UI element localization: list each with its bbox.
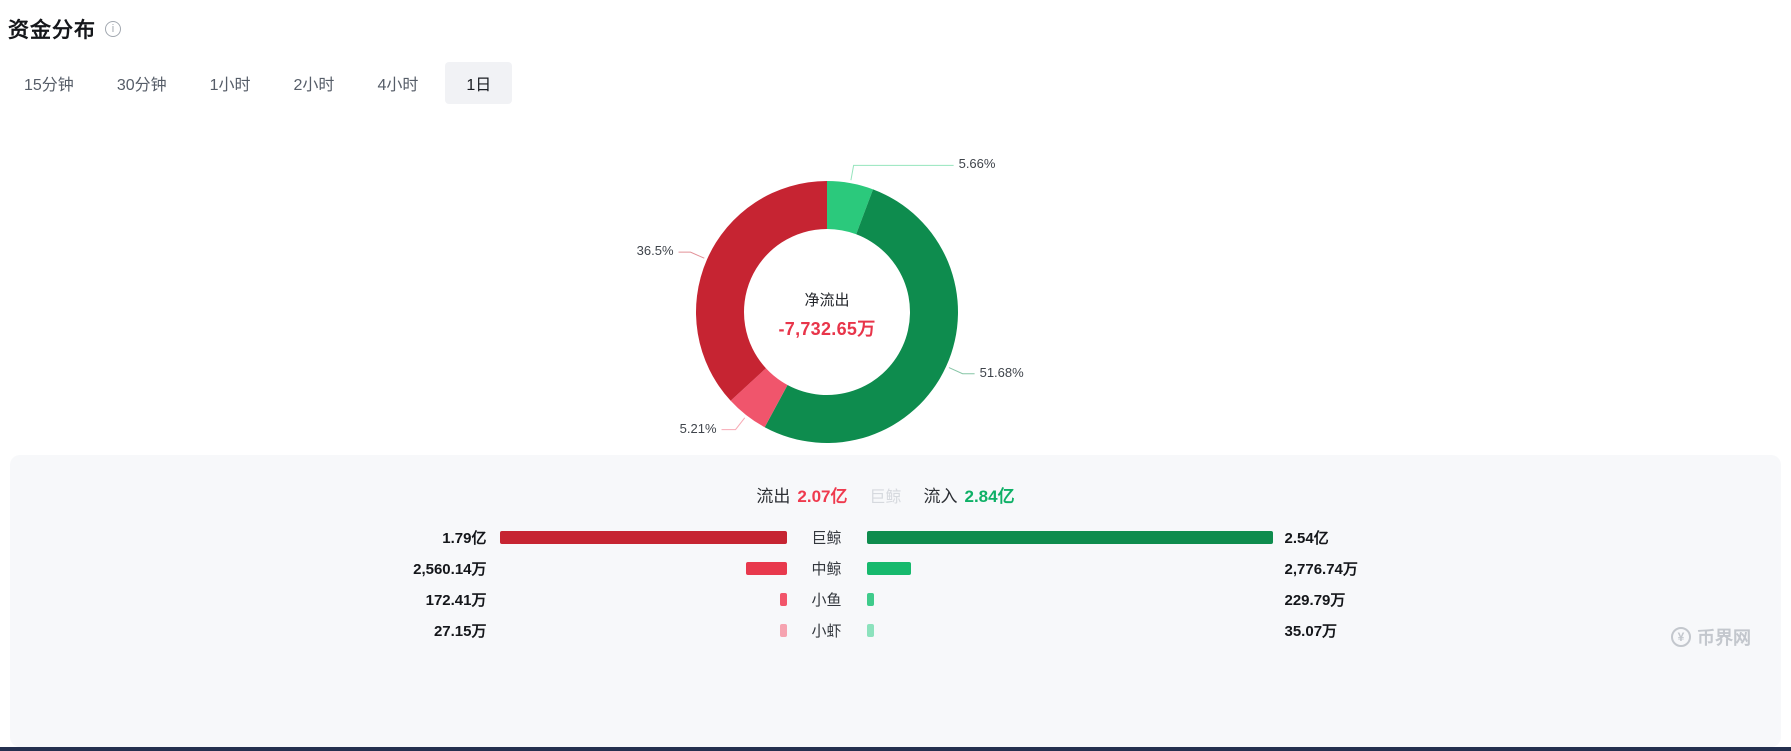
faded-category-label: 巨鲸 [869, 488, 902, 506]
category-label: 小虾 [811, 623, 842, 640]
inflow-value: 2.54亿 [1284, 530, 1329, 547]
inflow-bar[interactable] [866, 593, 874, 606]
watermark-text: 币界网 [1697, 628, 1751, 648]
table-row-whale: 1.79亿 巨鲸 2.54亿 [0, 522, 1771, 553]
tab-30min[interactable]: 30分钟 [116, 77, 167, 94]
donut-segment-2[interactable] [764, 189, 958, 443]
donut-percent-label-outflow-mid: 5.21% [679, 420, 717, 436]
tab-4hour[interactable]: 4小时 [377, 77, 419, 94]
category-label: 巨鲸 [811, 530, 842, 547]
flow-summary: 流出 2.07亿 巨鲸 流入 2.84亿 [0, 455, 1771, 507]
outflow-total: 2.07亿 [797, 487, 848, 506]
category-label: 中鲸 [811, 561, 842, 578]
coin-icon: ¥ [1671, 627, 1691, 647]
tab-1hour[interactable]: 1小时 [209, 77, 251, 94]
leader-line [948, 367, 975, 375]
tab-2hour[interactable]: 2小时 [293, 77, 335, 94]
table-row-mid-whale: 2,560.14万 中鲸 2,776.74万 [0, 553, 1771, 584]
donut-center-value: -7,732.65万 [778, 319, 876, 339]
time-range-tabs: 15分钟 30分钟 1小时 2小时 4小时 1日 [8, 62, 523, 104]
donut-center-text: 净流出 -7,732.65万 [778, 289, 875, 341]
inflow-value: 2,776.74万 [1284, 561, 1358, 578]
net-flow-label: 净流出 [804, 292, 850, 309]
outflow-total-label: 流出 [756, 487, 791, 506]
donut-percent-label-inflow-whale: 51.68% [979, 364, 1024, 380]
inflow-total: 2.84亿 [964, 487, 1015, 506]
inflow-value: 35.07万 [1284, 623, 1338, 640]
donut-segment-1[interactable] [827, 181, 874, 235]
donut-chart [678, 164, 975, 443]
bottom-edge-bar [0, 747, 1791, 751]
inflow-total-label: 流入 [923, 487, 958, 506]
outflow-value: 2,560.14万 [413, 561, 487, 578]
category-bar-rows: 1.79亿 巨鲸 2.54亿 2,560.14万 中鲸 2,776.74万 17… [0, 522, 1771, 646]
outflow-value: 27.15万 [433, 623, 487, 640]
donut-percent-label-inflow-mid: 5.66% [958, 156, 996, 172]
table-row-shrimp: 27.15万 小虾 35.07万 [0, 615, 1771, 646]
leader-line [850, 164, 954, 181]
leader-line [721, 417, 746, 431]
leader-line [678, 251, 705, 259]
tab-1day[interactable]: 1日 [445, 62, 513, 104]
outflow-value: 172.41万 [425, 592, 487, 609]
category-label: 小鱼 [811, 592, 842, 609]
donut-percent-label-outflow-whale: 36.5% [636, 243, 674, 259]
site-watermark: ¥ 币界网 [1671, 624, 1751, 650]
flow-breakdown-panel: 流出 2.07亿 巨鲸 流入 2.84亿 1.79亿 巨鲸 2.54亿 2,56… [10, 455, 1781, 747]
donut-segment-4[interactable] [695, 181, 827, 401]
inflow-value: 229.79万 [1284, 592, 1346, 609]
donut-segment-3[interactable] [730, 368, 788, 428]
inflow-bar[interactable] [866, 562, 911, 575]
table-row-fish: 172.41万 小鱼 229.79万 [0, 584, 1771, 615]
outflow-bar[interactable] [500, 531, 787, 544]
outflow-bar[interactable] [779, 624, 787, 637]
outflow-bar[interactable] [745, 562, 787, 575]
inflow-bar[interactable] [866, 531, 1273, 544]
page-title: 资金分布 [8, 19, 96, 42]
inflow-bar[interactable] [866, 624, 874, 637]
outflow-value: 1.79亿 [442, 530, 487, 547]
page-header: 资金分布 i [8, 14, 121, 44]
info-icon[interactable]: i [105, 21, 121, 37]
tab-15min[interactable]: 15分钟 [24, 77, 74, 94]
outflow-bar[interactable] [779, 593, 787, 606]
